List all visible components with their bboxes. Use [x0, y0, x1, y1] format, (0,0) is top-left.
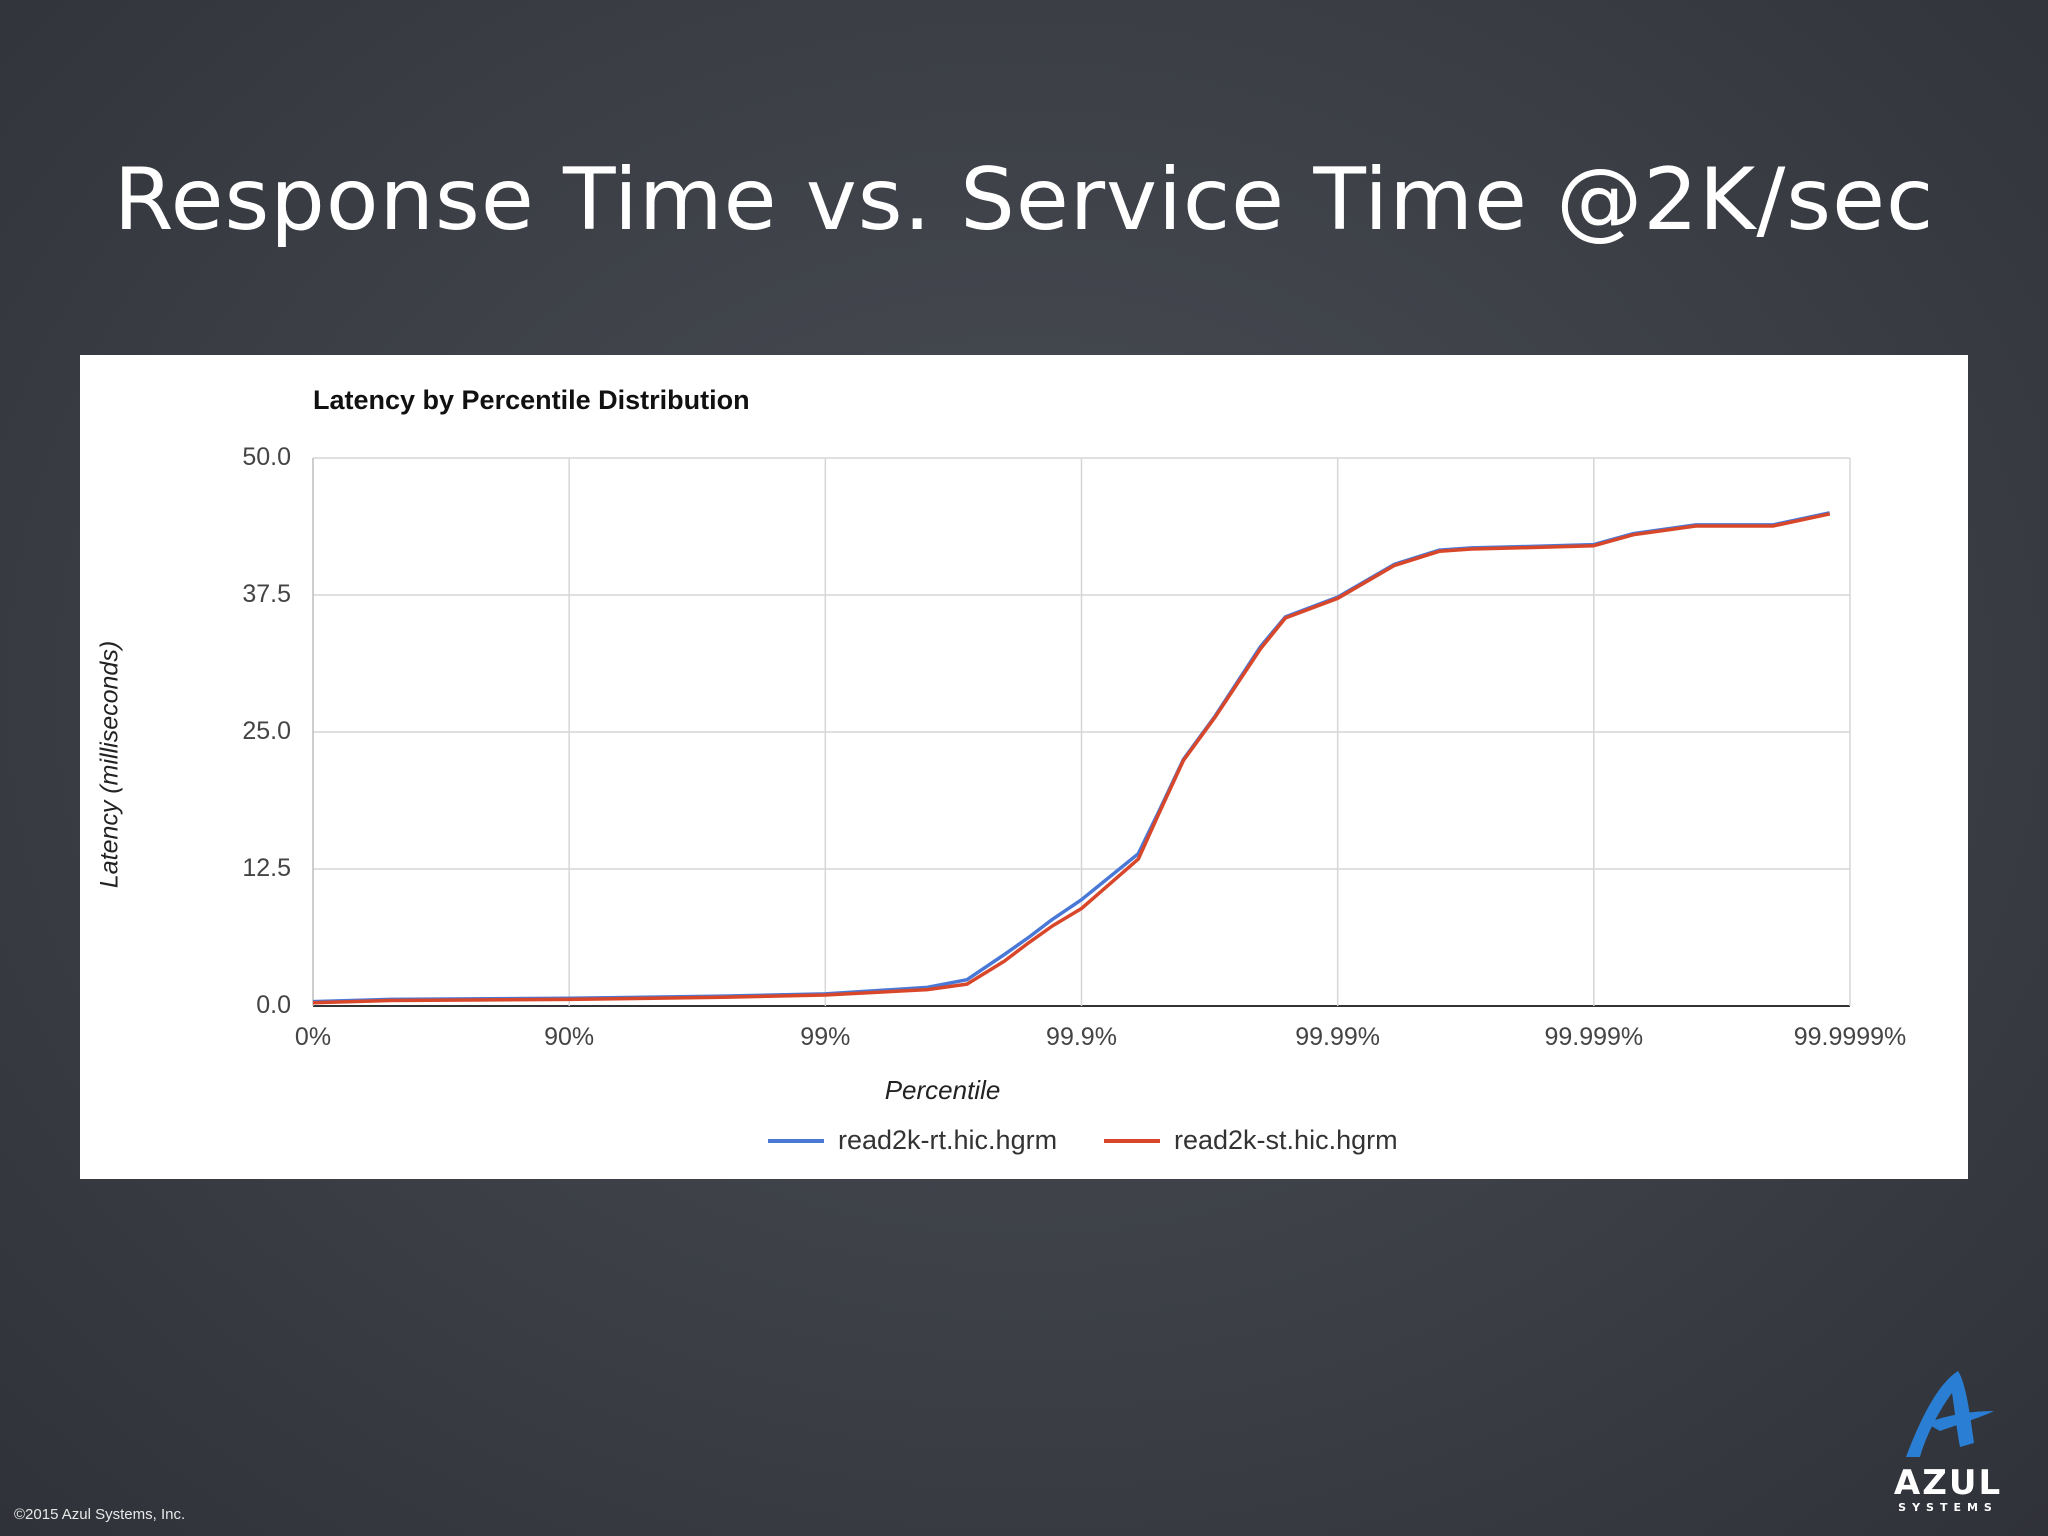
azul-logo: AZUL SYSTEMS	[1878, 1365, 2018, 1515]
y-tick-label: 12.5	[242, 854, 291, 882]
copyright-text: ©2015 Azul Systems, Inc.	[14, 1506, 186, 1523]
x-tick-label: 99.99%	[1295, 1023, 1381, 1051]
x-tick-label: 99.999%	[1544, 1023, 1644, 1051]
y-axis-label: Latency (milliseconds)	[95, 640, 124, 889]
series-lines	[312, 511, 1831, 1005]
series-line-1	[312, 512, 1831, 1005]
series-line-0	[312, 511, 1831, 1004]
y-tick-label: 50.0	[242, 443, 291, 471]
x-tick-label: 0%	[294, 1023, 332, 1051]
legend-swatch-rt	[768, 1138, 824, 1143]
x-axis-label: Percentile	[884, 1075, 1001, 1105]
latency-chart	[312, 457, 1851, 1007]
grid-lines	[312, 457, 1851, 1007]
x-tick-label: 90%	[544, 1023, 595, 1051]
legend-item-rt[interactable]: read2k-rt.hic.hgrm	[768, 1125, 1057, 1156]
chart-title: Latency by Percentile Distribution	[313, 385, 750, 415]
legend-swatch-st	[1104, 1138, 1160, 1143]
y-tick-label: 37.5	[242, 580, 291, 608]
x-tick-label: 99.9%	[1046, 1023, 1117, 1051]
logo-subword: SYSTEMS	[1898, 1501, 1998, 1514]
y-tick-label: 0.0	[256, 991, 291, 1019]
legend-item-st[interactable]: read2k-st.hic.hgrm	[1104, 1125, 1398, 1156]
logo-word: AZUL	[1893, 1463, 2003, 1503]
legend-label-st: read2k-st.hic.hgrm	[1174, 1125, 1398, 1155]
x-tick-label: 99.9999%	[1793, 1023, 1907, 1051]
azul-a-icon	[1906, 1371, 1994, 1457]
y-tick-label: 25.0	[242, 717, 291, 745]
chart-panel: Latency by Percentile Distribution 0.0 12…	[80, 355, 1968, 1179]
legend: read2k-rt.hic.hgrm read2k-st.hic.hgrm	[80, 1125, 1968, 1165]
x-tick-label: 99%	[800, 1023, 851, 1051]
legend-label-rt: read2k-rt.hic.hgrm	[838, 1125, 1058, 1155]
slide-title: Response Time vs. Service Time @2K/sec	[113, 150, 1935, 250]
